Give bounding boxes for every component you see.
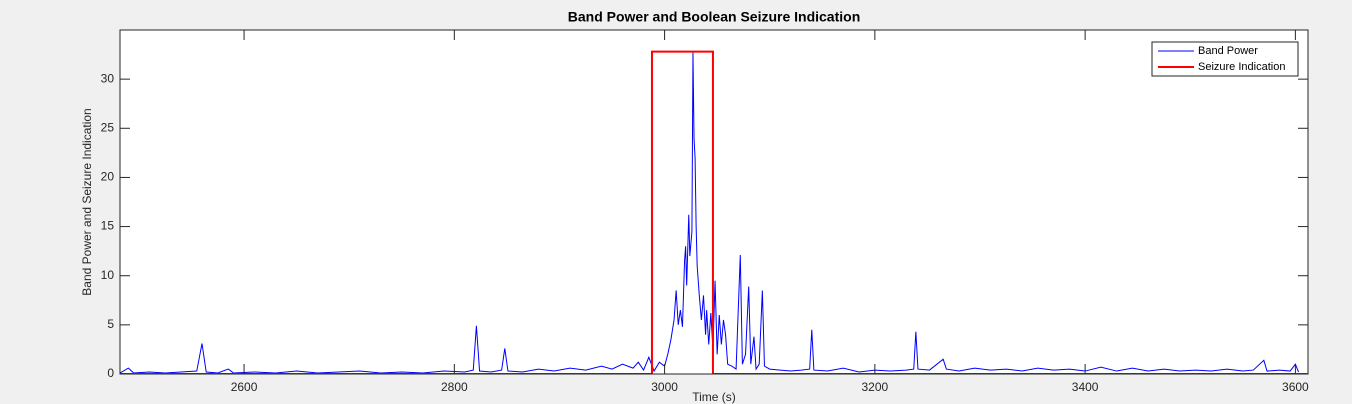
x-tick-label: 3000 [651,380,678,394]
legend-box [1151,41,1299,77]
data-line [120,50,1308,374]
legend-label: Band Power [1198,45,1258,57]
y-tick-label: 15 [101,219,115,233]
chart-title: Band Power and Boolean Seizure Indicatio… [568,9,861,25]
x-tick-label: 3400 [1072,380,1099,394]
y-tick-label: 25 [101,120,115,134]
y-tick-label: 10 [101,268,115,282]
legend: Band Power Seizure Indication [1151,41,1299,77]
y-tick-label: 5 [107,317,114,331]
y-tick-label: 30 [101,71,115,85]
x-tick-label: 3600 [1282,380,1309,394]
x-tick-label: 3200 [862,380,889,394]
x-tick-label: 2800 [441,380,468,394]
plot-marks [120,50,1308,374]
x-axis-label: Time (s) [692,390,736,404]
y-axis-label: Band Power and Seizure Indication [80,108,94,295]
y-tick-label: 20 [101,170,115,184]
legend-label: Seizure Indication [1198,61,1285,73]
y-tick-label: 0 [107,366,114,380]
axis-ticks: 0 5 10 15 20 25 30 2600 2800 3000 3200 3400 3600 [101,30,1309,394]
data-line [120,52,1300,374]
axes-box [119,29,1309,375]
x-tick-label: 2600 [231,380,258,394]
